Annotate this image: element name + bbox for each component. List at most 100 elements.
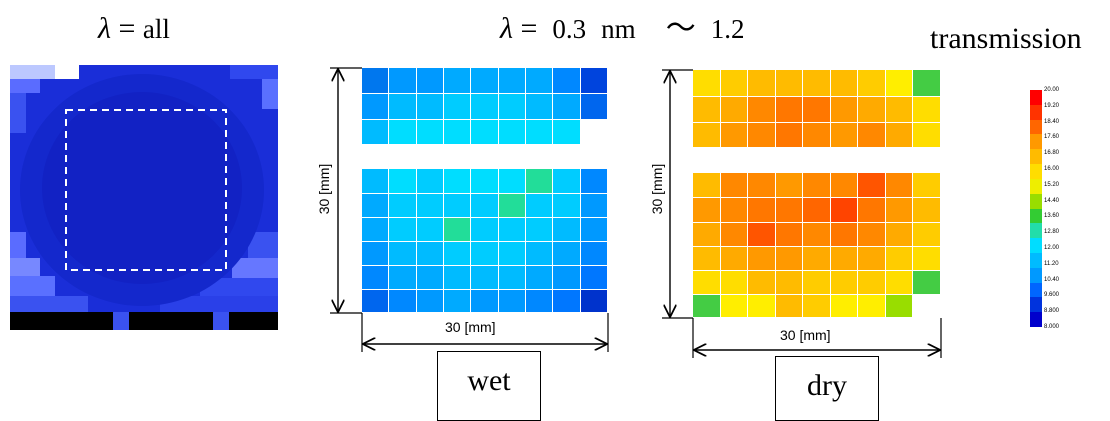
grid-cell [830, 123, 859, 148]
grid-cell [362, 120, 390, 145]
equals-sign: = [520, 12, 538, 45]
grid-cell [389, 68, 417, 94]
grid-cell [498, 120, 526, 145]
grid-cell [389, 194, 417, 218]
grid-cell [498, 169, 526, 194]
grid-cell [362, 242, 390, 266]
grid-cell [830, 198, 859, 223]
grid-cell [775, 70, 804, 97]
grid-cell [885, 173, 914, 198]
scale-label: 15.20 [1044, 181, 1060, 188]
grid-cell [720, 223, 749, 247]
grid-cell [389, 218, 417, 242]
wet-transmission-grid [362, 68, 608, 313]
grid-cell [803, 295, 831, 318]
range-unit: nm [601, 14, 636, 44]
full-spectrum-image [10, 65, 278, 330]
grid-cell [389, 266, 417, 290]
scale-swatch [1030, 193, 1042, 209]
grid-cell [775, 97, 804, 123]
title-all-value: all [142, 14, 170, 44]
grid-cell [580, 266, 608, 290]
wet-horizontal-dimension-label: 30 [mm] [445, 319, 496, 335]
grid-cell [693, 223, 721, 247]
grid-cell [416, 120, 444, 145]
scale-swatch [1030, 149, 1042, 165]
grid-cell [913, 271, 941, 295]
grid-cell [803, 70, 831, 97]
grid-cell [720, 173, 749, 198]
grid-cell [748, 271, 776, 295]
grid-cell [775, 223, 804, 247]
scale-swatch [1030, 90, 1042, 105]
grid-cell [498, 242, 526, 266]
grid-cell [858, 271, 886, 295]
grid-cell [858, 223, 886, 247]
range-end: 1.2 [710, 14, 745, 44]
scale-label: 14.40 [1044, 197, 1060, 204]
scale-swatch [1030, 119, 1042, 135]
grid-cell [858, 123, 886, 148]
grid-cell [803, 173, 831, 198]
grid-cell [775, 173, 804, 198]
legend-title: transmission [930, 22, 1082, 55]
grid-cell [444, 94, 472, 120]
grid-cell [580, 94, 608, 120]
grid-cell [498, 290, 526, 313]
grid-cell [471, 242, 499, 266]
grid-cell [526, 266, 554, 290]
grid-cell [526, 242, 554, 266]
scale-label: 18.40 [1044, 118, 1060, 125]
scale-label: 8.800 [1044, 308, 1060, 315]
grid-cell [444, 194, 472, 218]
grid-cell [553, 194, 581, 218]
grid-cell [803, 97, 831, 123]
grid-cell [830, 70, 859, 97]
grid-cell [580, 68, 608, 94]
grid-cell [830, 97, 859, 123]
grid-cell [748, 123, 776, 148]
grid-cell [720, 198, 749, 223]
grid-cell [913, 223, 941, 247]
grid-cell [471, 94, 499, 120]
grid-cell [913, 198, 941, 223]
grid-cell [858, 97, 886, 123]
grid-gap [362, 145, 608, 169]
grid-cell [858, 247, 886, 271]
grid-cell [471, 266, 499, 290]
grid-cell [416, 218, 444, 242]
grid-cell [775, 123, 804, 148]
grid-cell [913, 173, 941, 198]
scale-label: 13.60 [1044, 213, 1060, 220]
grid-gap [693, 148, 941, 173]
grid-cell [389, 290, 417, 313]
grid-cell [389, 94, 417, 120]
grid-cell [553, 266, 581, 290]
grid-cell [580, 169, 608, 194]
scale-swatch [1030, 312, 1042, 327]
grid-cell [526, 194, 554, 218]
grid-cell [803, 123, 831, 148]
grid-cell [553, 218, 581, 242]
scale-swatch [1030, 164, 1042, 179]
grid-cell [526, 218, 554, 242]
scale-label: 9.600 [1044, 292, 1060, 299]
grid-cell [913, 97, 941, 123]
grid-cell [416, 290, 444, 313]
grid-cell [362, 68, 390, 94]
grid-cell [748, 223, 776, 247]
grid-cell [498, 194, 526, 218]
grid-cell [580, 290, 608, 313]
transmission-color-scale [1030, 90, 1042, 327]
grid-cell [444, 68, 472, 94]
scale-label: 12.00 [1044, 245, 1060, 251]
grid-cell [471, 218, 499, 242]
range-start: 0.3 [552, 14, 587, 44]
grid-cell [553, 242, 581, 266]
grid-cell [720, 295, 749, 318]
grid-cell [580, 120, 608, 145]
grid-cell [775, 247, 804, 271]
grid-cell [362, 194, 390, 218]
grid-cell [444, 169, 472, 194]
grid-cell [885, 247, 914, 271]
